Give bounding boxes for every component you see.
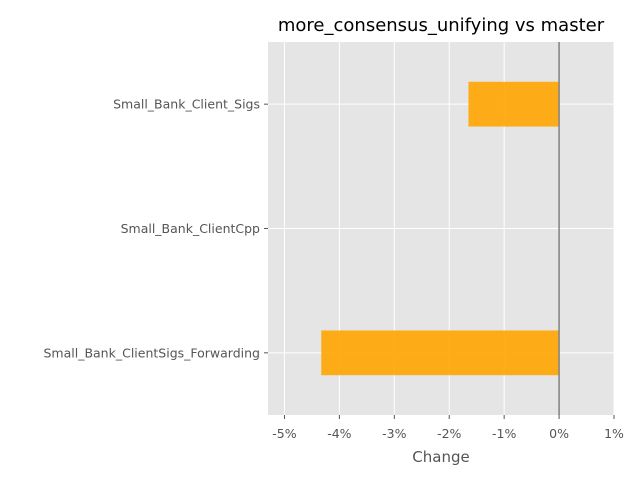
x-tick-label: -4% <box>327 426 351 441</box>
x-tick-label: -2% <box>437 426 461 441</box>
x-tick-label: -1% <box>492 426 516 441</box>
bar-Small_Bank_ClientSigs_Forwarding <box>321 330 560 376</box>
bars <box>321 81 560 376</box>
y-tick-labels: Small_Bank_Client_Sigs Small_Bank_ClientC… <box>43 97 268 360</box>
y-tick-label: Small_Bank_Client_Sigs <box>113 97 260 112</box>
x-tick-labels: -5% -4% -3% -2% -1% 0% 1% <box>272 415 624 441</box>
y-tick-label: Small_Bank_ClientCpp <box>121 221 260 236</box>
chart-title: more_consensus_unifying vs master <box>278 15 605 36</box>
y-tick-label: Small_Bank_ClientSigs_Forwarding <box>43 345 260 360</box>
x-tick-label: -5% <box>272 426 296 441</box>
x-tick-label: 1% <box>604 426 624 441</box>
x-axis-label: Change <box>412 448 469 466</box>
x-tick-label: 0% <box>549 426 569 441</box>
bar-Small_Bank_Client_Sigs <box>468 81 560 127</box>
x-tick-label: -3% <box>382 426 406 441</box>
